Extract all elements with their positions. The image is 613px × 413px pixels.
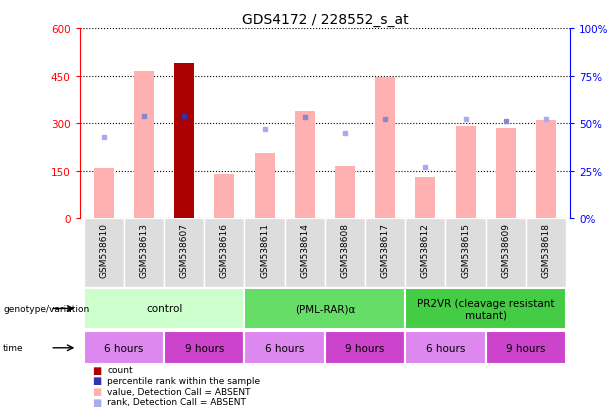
Text: 9 hours: 9 hours <box>345 343 385 353</box>
Bar <box>325 219 365 287</box>
Text: GSM538613: GSM538613 <box>140 222 148 277</box>
Title: GDS4172 / 228552_s_at: GDS4172 / 228552_s_at <box>242 12 408 26</box>
Bar <box>526 219 566 287</box>
Bar <box>325 332 405 364</box>
Text: 6 hours: 6 hours <box>426 343 465 353</box>
Text: GSM538617: GSM538617 <box>381 222 390 277</box>
Text: 9 hours: 9 hours <box>506 343 546 353</box>
Text: genotype/variation: genotype/variation <box>3 304 89 313</box>
Bar <box>496 129 516 219</box>
Bar <box>245 288 405 329</box>
Bar <box>335 166 355 219</box>
Text: GSM538616: GSM538616 <box>220 222 229 277</box>
Text: GSM538614: GSM538614 <box>300 222 310 277</box>
Bar <box>455 127 476 219</box>
Text: GSM538609: GSM538609 <box>501 222 510 277</box>
Bar <box>245 332 325 364</box>
Bar <box>485 219 526 287</box>
Bar <box>365 219 405 287</box>
Text: GSM538607: GSM538607 <box>180 222 189 277</box>
Bar <box>536 121 556 219</box>
Bar <box>295 111 315 219</box>
Bar <box>405 288 566 329</box>
Bar <box>94 168 114 219</box>
Bar <box>416 178 435 219</box>
Bar <box>124 219 164 287</box>
Text: ■: ■ <box>92 365 101 375</box>
Text: GSM538612: GSM538612 <box>421 222 430 277</box>
Bar <box>405 332 485 364</box>
Bar <box>215 175 234 219</box>
Bar <box>245 219 284 287</box>
Bar <box>485 332 566 364</box>
Bar <box>204 219 245 287</box>
Text: GSM538610: GSM538610 <box>99 222 109 277</box>
Bar <box>446 219 485 287</box>
Text: 6 hours: 6 hours <box>104 343 143 353</box>
Text: percentile rank within the sample: percentile rank within the sample <box>107 376 261 385</box>
Text: 6 hours: 6 hours <box>265 343 305 353</box>
Text: count: count <box>107 365 133 374</box>
Text: ■: ■ <box>92 397 101 407</box>
Bar <box>134 72 154 219</box>
Bar <box>375 78 395 219</box>
Text: ■: ■ <box>92 375 101 385</box>
Text: rank, Detection Call = ABSENT: rank, Detection Call = ABSENT <box>107 397 246 406</box>
Bar <box>84 288 245 329</box>
Bar <box>284 219 325 287</box>
Bar <box>254 154 275 219</box>
Text: GSM538611: GSM538611 <box>260 222 269 277</box>
Bar <box>164 219 204 287</box>
Text: PR2VR (cleavage resistant
mutant): PR2VR (cleavage resistant mutant) <box>417 298 554 320</box>
Bar <box>174 64 194 219</box>
Text: value, Detection Call = ABSENT: value, Detection Call = ABSENT <box>107 387 251 396</box>
Bar <box>164 332 245 364</box>
Text: ■: ■ <box>92 386 101 396</box>
Bar <box>405 219 446 287</box>
Text: 9 hours: 9 hours <box>185 343 224 353</box>
Text: GSM538615: GSM538615 <box>461 222 470 277</box>
Bar <box>84 219 124 287</box>
Text: GSM538608: GSM538608 <box>340 222 349 277</box>
Bar <box>84 332 164 364</box>
Text: (PML-RAR)α: (PML-RAR)α <box>295 304 355 314</box>
Text: time: time <box>3 344 24 352</box>
Text: control: control <box>146 304 182 314</box>
Text: GSM538618: GSM538618 <box>541 222 550 277</box>
